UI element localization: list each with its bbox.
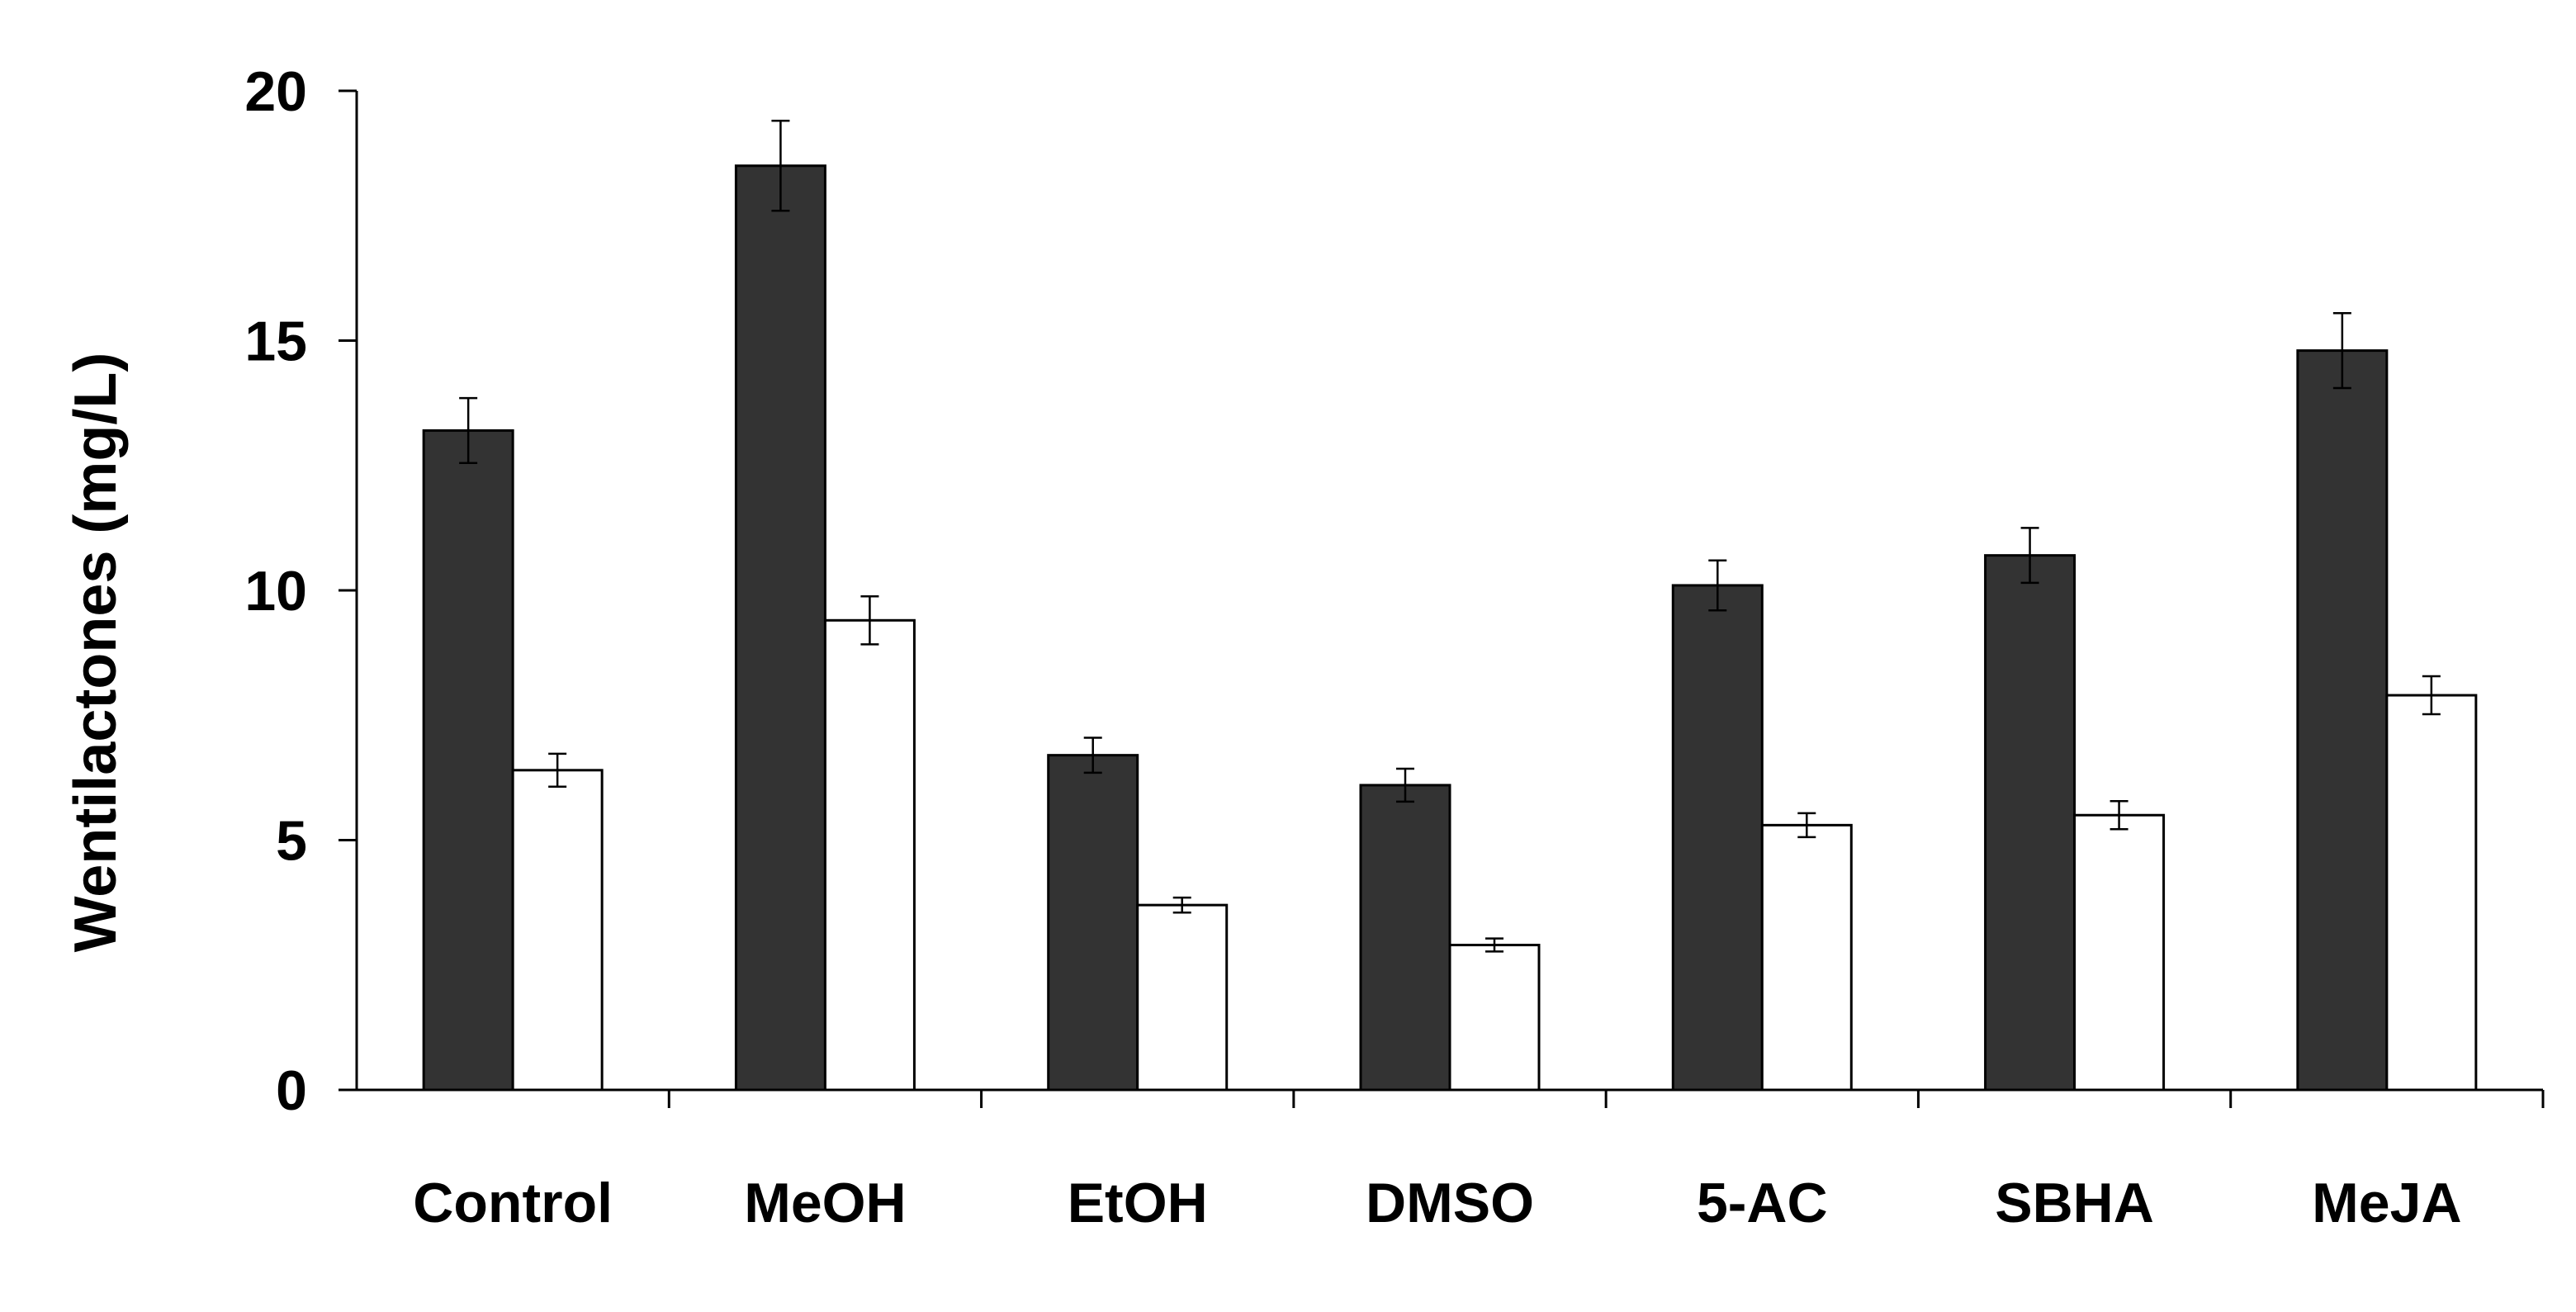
bar-series2-control	[511, 769, 604, 1092]
x-tick-label: EtOH	[1068, 1172, 1208, 1234]
x-axis-tick-labels: Control MeOH EtOH DMSO 5-AC SBHA MeJA	[413, 1172, 2461, 1234]
y-tick-label: 15	[244, 310, 307, 373]
y-tick-label: 20	[244, 60, 307, 123]
bar-series1-etoh	[1047, 754, 1139, 1092]
bar-series1-sbha	[1984, 554, 2076, 1092]
x-tick-label: DMSO	[1366, 1172, 1534, 1234]
bar-series2-sbha	[2073, 813, 2166, 1092]
x-tick-label: Control	[413, 1172, 613, 1234]
x-tick-label: SBHA	[1995, 1172, 2154, 1234]
bar-series1-meja	[2296, 349, 2389, 1092]
y-tick-label: 5	[276, 810, 307, 873]
y-tick-label: 0	[276, 1059, 307, 1122]
bar-series2-etoh	[1136, 903, 1229, 1092]
bar-series2-meja	[2385, 694, 2478, 1092]
plot-area	[339, 89, 2545, 1108]
x-tick-label: MeOH	[744, 1172, 906, 1234]
x-tick-label: 5-AC	[1697, 1172, 1828, 1234]
bar-series1-meoh	[734, 164, 826, 1092]
x-tick-label: MeJA	[2312, 1172, 2461, 1234]
bar-series2-dmso	[1448, 944, 1541, 1092]
bar-series1-5ac	[1671, 584, 1764, 1092]
y-tick-label: 10	[244, 560, 307, 623]
bar-series1-control	[422, 429, 514, 1092]
bar-series2-meoh	[823, 618, 916, 1092]
y-axis-tick-labels: 0 5 10 15 20	[244, 60, 307, 1122]
bar-series2-5ac	[1760, 823, 1853, 1092]
y-axis-label: Wentilactones (mg/L)	[63, 353, 129, 953]
bar-series1-dmso	[1359, 784, 1451, 1092]
